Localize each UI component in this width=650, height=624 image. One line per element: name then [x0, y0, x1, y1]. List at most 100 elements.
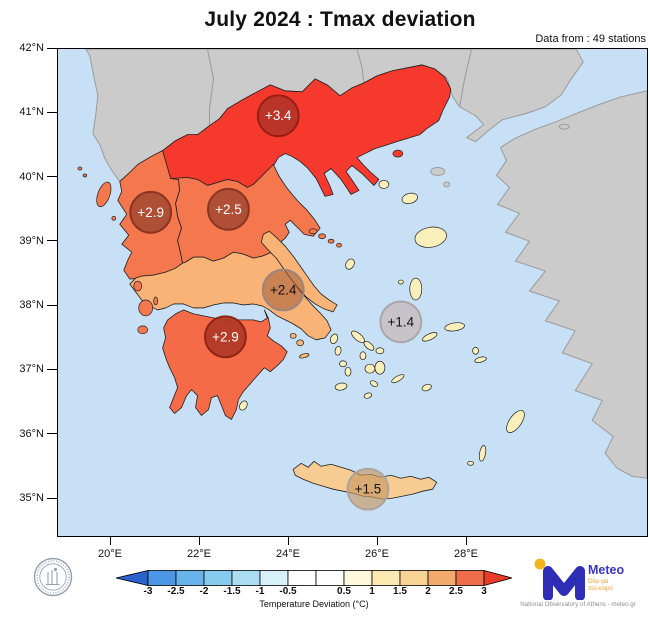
lat-tick-mark — [47, 240, 57, 242]
island-sporades — [327, 238, 335, 244]
island-rhodes — [506, 409, 525, 433]
station-value: +1.5 — [355, 482, 382, 497]
greek-regions — [117, 64, 452, 500]
island-skyros — [345, 258, 355, 270]
lat-tick-mark — [47, 433, 57, 435]
colorbar-tick-label: -2.5 — [167, 586, 185, 597]
lat-tick-label: 38°N — [19, 299, 44, 312]
colorbar-segment — [175, 570, 205, 586]
island-kos — [474, 356, 487, 363]
station-value: +2.9 — [212, 329, 239, 344]
island-lefkada — [133, 280, 143, 292]
island-sifnos — [344, 366, 352, 377]
station-bubble — [204, 315, 247, 359]
island-sporades — [336, 242, 342, 248]
island-santorini — [363, 392, 373, 399]
station-bubble — [346, 467, 390, 511]
lat-tick-label: 41°N — [19, 106, 44, 119]
island-astypalea — [421, 383, 432, 392]
lat-tick-mark — [47, 176, 57, 178]
island-kythira — [239, 400, 248, 411]
seal-text-ring — [36, 560, 70, 594]
colorbar-segment — [455, 570, 485, 586]
island-lesbos — [414, 226, 447, 248]
station-bubbles: +3.4 +2.9 +2.5 +2.4 +1.4 +2.9 +1.5 — [129, 94, 423, 511]
island-syros — [359, 351, 367, 361]
colorbar-tick-label: 0.5 — [337, 586, 351, 597]
station-bubble — [206, 187, 250, 231]
island-salamina — [289, 332, 297, 339]
lon-tick-mark — [465, 537, 467, 545]
island-amorgos — [391, 374, 405, 384]
lat-tick-mark — [47, 111, 57, 113]
colorbar — [116, 570, 512, 586]
island-mykonos — [375, 347, 385, 355]
lon-tick-label: 26°E — [365, 548, 389, 560]
island-ithaki — [153, 296, 159, 306]
colorbar-caption: Temperature Deviation (°C) — [259, 599, 369, 609]
island-limnos — [401, 192, 418, 204]
island-milos — [334, 382, 348, 391]
station-value: +3.4 — [265, 108, 292, 123]
lon-tick-mark — [287, 537, 289, 545]
lat-tick-label: 36°N — [19, 427, 44, 440]
page-title: July 2024 : Tmax deviation — [204, 8, 476, 31]
colorbar-segment — [147, 570, 177, 586]
lon-tick-label: 28°E — [454, 548, 478, 560]
region-peloponnese — [162, 309, 288, 420]
island-paros — [364, 363, 376, 374]
colorbar-tick-label: -0.5 — [279, 586, 297, 597]
station-value: +2.5 — [215, 202, 242, 217]
lon-tick-mark — [198, 537, 200, 545]
island-marmara — [558, 123, 570, 130]
station-value: +2.9 — [137, 205, 164, 220]
colorbar-tick-label: -1.5 — [223, 586, 241, 597]
foreign-borders — [207, 48, 473, 126]
lon-tick-label: 20°E — [98, 548, 122, 560]
island-tinos — [363, 340, 375, 351]
colorbar-tick-label: 2 — [425, 586, 431, 597]
lon-tick-mark — [376, 537, 378, 545]
colorbar-segment — [399, 570, 429, 586]
greece-map: +3.4 +2.9 +2.5 +2.4 +1.4 +2.9 +1.5 — [77, 48, 648, 511]
lat-tick-mark — [47, 304, 57, 306]
seal-inner-ring — [39, 563, 67, 591]
meteo-sun-dot-icon — [534, 558, 546, 570]
map-frame: +3.4 +2.9 +2.5 +2.4 +1.4 +2.9 +1.5 — [57, 48, 648, 537]
island-hydra — [298, 353, 310, 359]
colorbar-left-arrow — [116, 570, 149, 586]
island-samothrace — [392, 149, 404, 158]
stations-count-note: Data from : 49 stations — [535, 33, 646, 45]
island-sporades — [308, 228, 318, 235]
colorbar-tick-label: 1.5 — [393, 586, 407, 597]
lat-tick-label: 42°N — [19, 42, 44, 54]
island-zakynthos — [137, 325, 149, 335]
island-ikaria — [422, 332, 438, 342]
island-aegina — [296, 339, 305, 347]
seal-figure-icon — [46, 567, 60, 586]
colorbar-tick-label: 2.5 — [449, 586, 463, 597]
island-karpathos — [478, 445, 487, 462]
colorbar-segment — [287, 570, 317, 586]
lat-tick-mark — [47, 368, 57, 370]
island-thasos — [378, 180, 390, 189]
station-value: +1.4 — [388, 314, 415, 329]
island-naxos — [374, 360, 386, 375]
lon-tick-label: 24°E — [276, 548, 300, 560]
lat-tick-mark — [47, 47, 57, 49]
station-bubble — [256, 94, 300, 138]
islet — [82, 173, 88, 178]
island-kefalonia — [138, 299, 154, 317]
meteo-credit-line: National Observatory of Athens - meteo.g… — [520, 601, 636, 608]
colorbar-tick-label: -2 — [199, 586, 209, 597]
region-evia — [260, 230, 338, 313]
colorbar-tick-label: 3 — [481, 586, 487, 597]
colorbar-segment — [427, 570, 457, 586]
lat-tick-mark — [47, 497, 57, 499]
colorbar-tick-label: -3 — [143, 586, 153, 597]
island-corfu — [96, 181, 112, 208]
lat-tick-label: 40°N — [19, 170, 44, 183]
island-sporades — [318, 233, 326, 240]
islet — [77, 166, 83, 171]
